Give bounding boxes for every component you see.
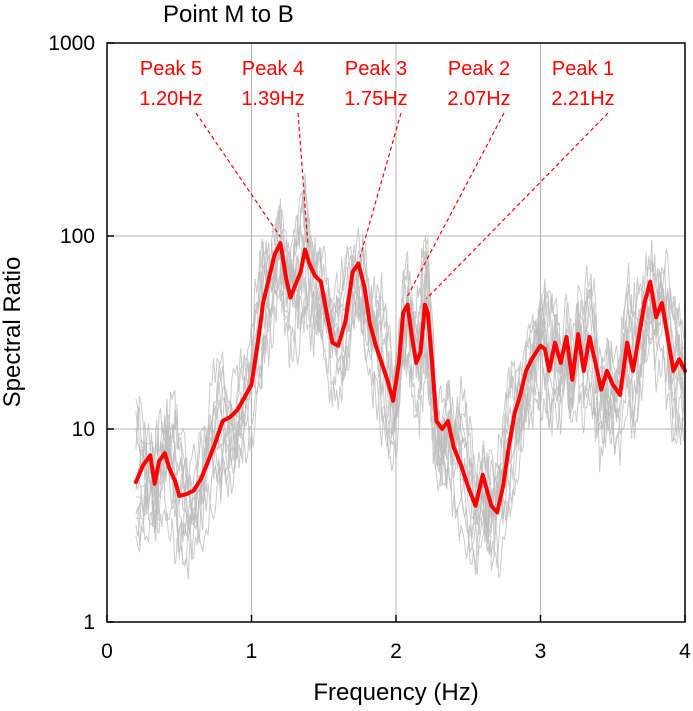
y-tick-label: 100 <box>60 225 95 248</box>
peak-leader-1 <box>195 112 281 238</box>
x-axis-title: Frequency (Hz) <box>313 679 478 706</box>
peak-leader-lines <box>195 112 609 300</box>
peak-leader-5 <box>425 112 609 300</box>
y-axis-title: Spectral Ratio <box>0 257 26 408</box>
y-tick-label: 10 <box>72 418 95 441</box>
y-tick-label: 1 <box>83 611 95 634</box>
y-tick-label: 1000 <box>48 32 95 55</box>
x-tick-label: 0 <box>101 640 113 663</box>
x-tick-label: 3 <box>535 640 547 663</box>
peak-leader-2 <box>297 112 309 244</box>
x-tick-label: 2 <box>390 640 402 663</box>
peak-leader-4 <box>405 112 505 300</box>
individual-curves <box>135 172 685 580</box>
axis-ticks <box>106 42 686 623</box>
peak-annotations: Peak 5 1.20Hz Peak 4 1.39Hz Peak 3 1.75Hz Peak… <box>139 58 614 110</box>
chart-title: Point M to B <box>163 1 294 28</box>
peak-label-frequency: 1.20Hz <box>139 88 202 110</box>
mean-spectral-ratio-line <box>133 241 687 515</box>
peak-label-name: Peak 2 <box>448 58 510 80</box>
x-tick-label: 4 <box>679 640 691 663</box>
peak-label-frequency: 1.39Hz <box>241 88 304 110</box>
peak-label-name: Peak 1 <box>552 58 614 80</box>
peak-label-name: Peak 3 <box>345 58 407 80</box>
peak-label-frequency: 2.21Hz <box>551 88 614 110</box>
peak-label-frequency: 1.75Hz <box>344 88 407 110</box>
x-tick-label: 1 <box>246 640 258 663</box>
mean-curve <box>133 241 687 515</box>
peak-label-name: Peak 4 <box>242 58 304 80</box>
peak-label-frequency: 2.07Hz <box>447 88 510 110</box>
peak-label-name: Peak 5 <box>140 58 202 80</box>
individual-curve-5 <box>135 184 685 521</box>
individual-curve-8 <box>135 172 685 557</box>
